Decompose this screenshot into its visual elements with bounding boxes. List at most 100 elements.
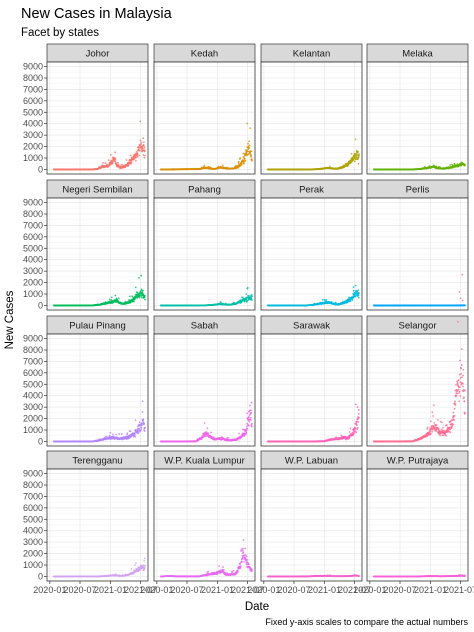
data-point: [114, 151, 117, 154]
panel-border-johor: [46, 61, 149, 175]
points-johor: [52, 120, 146, 171]
facet-pahang: Pahang: [153, 179, 256, 311]
data-point: [140, 143, 142, 145]
strip-label-perak: Perak: [299, 185, 324, 196]
strip-label-negeri-sembilan: Negeri Sembilan: [62, 185, 132, 196]
data-point: [357, 150, 359, 153]
data-point: [117, 161, 119, 164]
data-point: [246, 150, 249, 153]
data-point: [242, 160, 245, 163]
data-point: [143, 146, 146, 149]
chart-title: New Cases in Malaysia: [21, 6, 173, 22]
data-point: [134, 286, 137, 289]
gridlines-kedah: [154, 62, 255, 174]
data-point: [244, 159, 247, 162]
strip-label-kedah: Kedah: [191, 49, 218, 60]
y-tick-label: 5000: [23, 107, 43, 117]
strip-label-johor: Johor: [86, 49, 110, 60]
data-point: [242, 155, 245, 158]
data-point: [133, 158, 135, 161]
data-point: [357, 294, 360, 297]
data-point: [357, 296, 360, 299]
points-kedah: [159, 122, 253, 171]
data-point: [354, 284, 357, 287]
data-point: [243, 162, 245, 165]
data-point: [135, 150, 138, 153]
data-point: [250, 150, 253, 153]
data-point: [136, 153, 139, 156]
data-point: [464, 304, 466, 307]
data-point: [138, 154, 141, 157]
facet-melaka: Melaka: [366, 43, 469, 175]
data-point: [243, 158, 246, 160]
data-point: [242, 152, 245, 155]
data-point: [350, 152, 353, 155]
data-point: [240, 163, 243, 166]
data-point: [249, 127, 252, 130]
data-point: [142, 289, 144, 292]
y-tick-label: 0: [38, 164, 43, 174]
points-perlis: [372, 304, 466, 307]
data-point: [242, 159, 245, 162]
data-point: [130, 162, 133, 165]
data-point: [321, 298, 324, 301]
data-point: [109, 153, 112, 156]
data-point: [135, 156, 137, 159]
facet-perak: Perak: [260, 179, 363, 311]
data-point: [352, 286, 355, 289]
strip-label-melaka: Melaka: [402, 49, 433, 60]
data-point: [251, 159, 253, 162]
data-point: [137, 277, 140, 279]
data-point: [140, 296, 143, 299]
data-point: [357, 157, 360, 160]
data-point: [140, 274, 143, 277]
data-point: [139, 139, 142, 142]
data-point: [358, 153, 360, 156]
y-tick-label: 3000: [23, 130, 43, 140]
data-point: [140, 141, 143, 144]
y-tick-label: 3000: [23, 266, 43, 276]
data-point: [247, 148, 250, 151]
strip-label-perlis: Perlis: [406, 185, 430, 196]
data-point: [246, 286, 249, 289]
strip-label-pahang: Pahang: [188, 185, 221, 196]
data-point: [102, 161, 104, 164]
chart-subtitle: Facet by states: [21, 27, 99, 39]
data-point: [325, 298, 328, 301]
y-tick-label: 4000: [23, 255, 43, 265]
data-point: [237, 160, 240, 163]
data-point: [108, 298, 111, 301]
data-point: [107, 159, 110, 162]
data-point: [116, 299, 119, 302]
data-point: [464, 164, 466, 167]
data-point: [142, 141, 145, 144]
facet-perlis: Perlis: [366, 179, 469, 311]
data-point: [241, 296, 244, 299]
data-point: [239, 157, 242, 159]
data-point: [142, 154, 145, 156]
data-point: [111, 162, 114, 164]
data-point: [134, 159, 137, 162]
data-point: [144, 154, 146, 157]
y-tick-label: 9000: [23, 62, 43, 72]
data-point: [357, 154, 360, 157]
data-point: [246, 122, 249, 125]
data-point: [138, 296, 141, 299]
y-tick-label: 9000: [23, 198, 43, 208]
data-point: [250, 154, 253, 157]
data-point: [130, 161, 133, 164]
data-point: [143, 294, 146, 297]
gridlines-johor: [47, 62, 148, 174]
data-point: [358, 292, 360, 294]
data-point: [357, 289, 360, 292]
data-point: [250, 293, 253, 296]
data-point: [144, 298, 146, 301]
data-point: [351, 299, 354, 302]
data-point: [129, 154, 132, 157]
data-point: [104, 162, 107, 164]
data-point: [133, 300, 135, 303]
facet-panels: Johor 01000200030004000500060007000800090…: [23, 43, 474, 595]
y-tick-label: 1000: [23, 289, 43, 299]
